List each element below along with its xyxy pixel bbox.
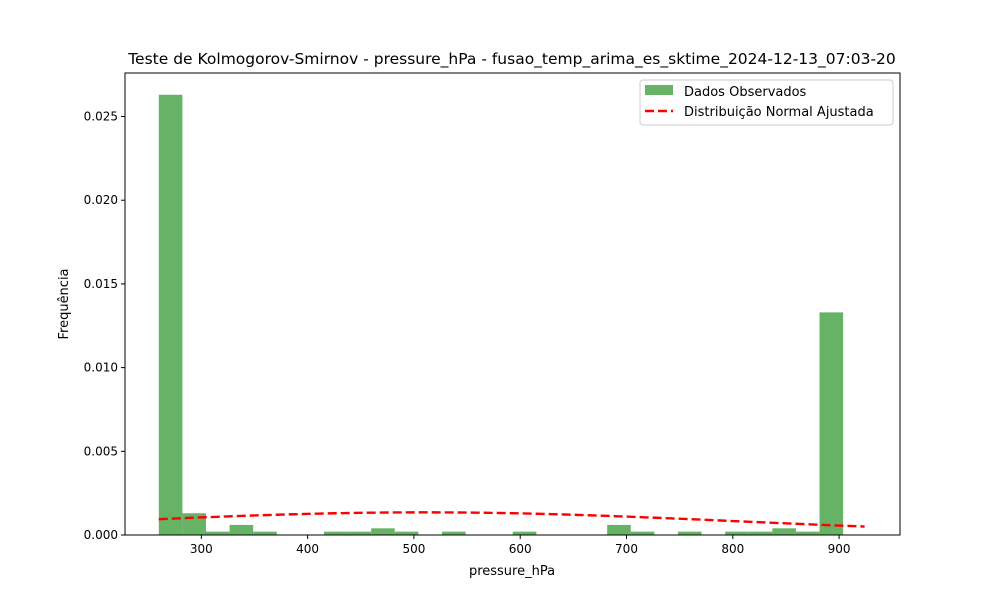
- histogram-bar: [748, 531, 773, 535]
- y-tick-label: 0.010: [84, 361, 118, 375]
- histogram-bar: [607, 524, 631, 535]
- y-tick-label: 0.025: [84, 110, 118, 124]
- y-tick-label: 0.015: [84, 277, 118, 291]
- x-tick-label: 300: [190, 542, 213, 556]
- histogram-bars: [158, 94, 844, 536]
- histogram-bar: [819, 312, 844, 535]
- histogram-bar: [205, 531, 230, 535]
- y-tick-label: 0.000: [84, 528, 118, 542]
- y-axis-label: Frequência: [57, 268, 72, 339]
- histogram-bar: [229, 524, 254, 535]
- histogram-bar: [347, 531, 372, 535]
- x-tick-label: 700: [615, 542, 638, 556]
- chart-title: Teste de Kolmogorov-Smirnov - pressure_h…: [127, 50, 896, 69]
- histogram-bar: [677, 531, 702, 535]
- histogram-bar: [441, 531, 466, 535]
- histogram-bar: [795, 531, 820, 535]
- x-tick-label: 600: [509, 542, 532, 556]
- x-axis-label: pressure_hPa: [469, 564, 555, 579]
- x-tick-label: 500: [402, 542, 425, 556]
- histogram-bar: [772, 528, 796, 535]
- histogram-bar: [253, 531, 277, 535]
- x-tick-label: 400: [296, 542, 319, 556]
- histogram-bar: [323, 531, 348, 535]
- y-tick-label: 0.020: [84, 193, 118, 207]
- legend-label-normal: Distribuição Normal Ajustada: [684, 105, 874, 120]
- y-axis-ticks: 0.000 0.005 0.010 0.015 0.020 0.025: [84, 110, 125, 542]
- histogram-bar: [394, 531, 419, 535]
- legend-box: [639, 79, 894, 126]
- x-tick-label: 800: [721, 542, 744, 556]
- legend-swatch-observed: [645, 85, 673, 95]
- histogram-bar: [725, 531, 749, 535]
- histogram-bar: [371, 528, 395, 535]
- legend: Dados Observados Distribuição Normal Aju…: [639, 79, 894, 126]
- x-axis-ticks: 300 400 500 600 700 800 900: [190, 535, 851, 556]
- histogram-bar: [158, 94, 183, 536]
- normal-fit-line: [158, 511, 865, 528]
- plot-area-frame: [124, 72, 901, 536]
- legend-label-observed: Dados Observados: [684, 85, 807, 100]
- histogram-bar: [630, 531, 655, 535]
- y-tick-label: 0.005: [84, 444, 118, 458]
- x-tick-label: 900: [828, 542, 851, 556]
- histogram-bar: [512, 531, 537, 535]
